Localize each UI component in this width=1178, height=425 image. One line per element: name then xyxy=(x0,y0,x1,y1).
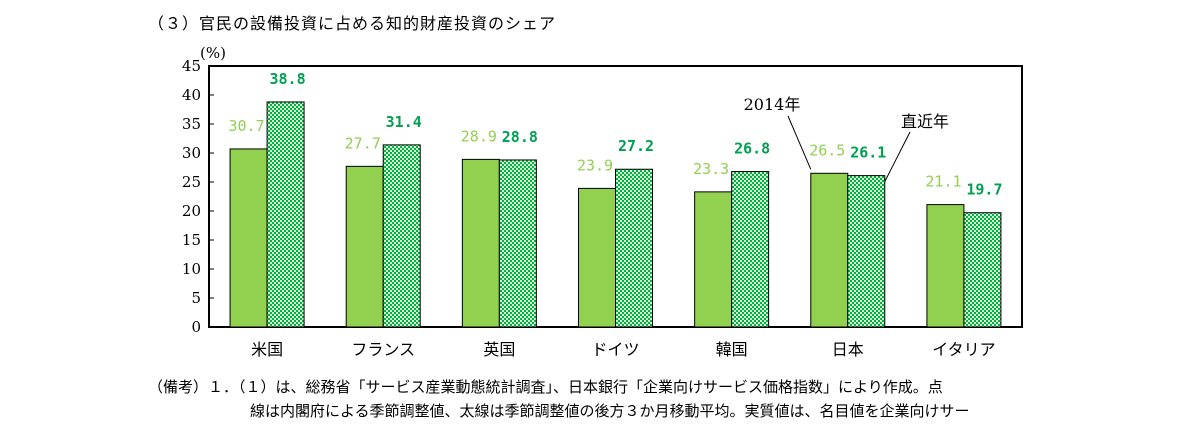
y-tick-label: 0 xyxy=(191,318,201,336)
y-tick-label: 35 xyxy=(182,115,201,133)
data-label-latest: 38.8 xyxy=(270,70,306,88)
data-label-latest: 28.8 xyxy=(502,128,538,146)
y-tick-label: 25 xyxy=(182,173,201,191)
x-category-label: 韓国 xyxy=(716,340,748,359)
data-label-2014: 27.7 xyxy=(345,134,381,152)
bar-latest xyxy=(266,101,305,328)
bar-2014 xyxy=(461,158,500,328)
y-tick-label: 40 xyxy=(182,86,201,104)
bar-latest xyxy=(731,171,770,328)
data-label-latest: 31.4 xyxy=(386,113,422,131)
x-category-label: ドイツ xyxy=(591,340,639,359)
annotation-latest-leader xyxy=(884,131,911,182)
data-label-2014: 28.9 xyxy=(461,127,497,145)
data-label-2014: 23.9 xyxy=(577,156,613,174)
bar-2014 xyxy=(345,165,384,328)
data-label-2014: 23.3 xyxy=(693,160,729,178)
annotation-latest: 直近年 xyxy=(901,112,949,131)
x-category-label: 英国 xyxy=(483,340,515,359)
section-title: （３）官民の設備投資に占める知的財産投資のシェア xyxy=(148,14,557,33)
data-label-2014: 26.5 xyxy=(809,141,845,159)
data-label-2014: 21.1 xyxy=(925,173,961,191)
bar-chart: (%) 0 5 10 15 20 25 30 35 40 45 30.7 38.8 米国 27.7 31.4 フ… xyxy=(182,44,1023,359)
note-line-1: （備考）１．（１）は、総務省「サービス産業動態統計調査」、日本銀行「企業向けサー… xyxy=(148,378,943,396)
x-category-label: 米国 xyxy=(251,340,283,359)
data-label-latest: 27.2 xyxy=(618,137,654,155)
x-category-label: フランス xyxy=(351,340,415,359)
note-line-2: 線は内閣府による季節調整値、太線は季節調整値の後方３か月移動平均。実質値は、名目… xyxy=(250,402,970,420)
bar-latest xyxy=(498,159,537,328)
bar-2014 xyxy=(694,191,733,328)
bar-2014 xyxy=(578,187,616,328)
y-tick-label: 10 xyxy=(182,260,201,278)
bar-latest xyxy=(382,144,421,328)
bar-latest xyxy=(847,175,886,328)
y-tick-label: 5 xyxy=(191,289,201,307)
x-category-label: 日本 xyxy=(832,340,864,359)
bar-2014 xyxy=(810,172,849,328)
data-label-latest: 26.1 xyxy=(850,144,886,162)
data-label-latest: 26.8 xyxy=(734,140,770,158)
y-unit-label: (%) xyxy=(200,44,226,62)
data-label-latest: 19.7 xyxy=(966,181,1002,199)
y-tick-label: 15 xyxy=(182,231,201,249)
data-label-2014: 30.7 xyxy=(229,117,265,135)
annotation-2014: 2014年 xyxy=(744,95,801,114)
y-tick-label: 45 xyxy=(182,57,201,75)
bar-2014 xyxy=(926,204,965,328)
bar-latest xyxy=(963,212,1002,328)
y-tick-label: 20 xyxy=(182,202,201,220)
y-tick-label: 30 xyxy=(182,144,201,162)
x-category-label: イタリア xyxy=(932,340,995,359)
bar-latest xyxy=(615,168,653,328)
annotation-2014-leader xyxy=(787,115,812,170)
bar-2014 xyxy=(229,148,268,328)
